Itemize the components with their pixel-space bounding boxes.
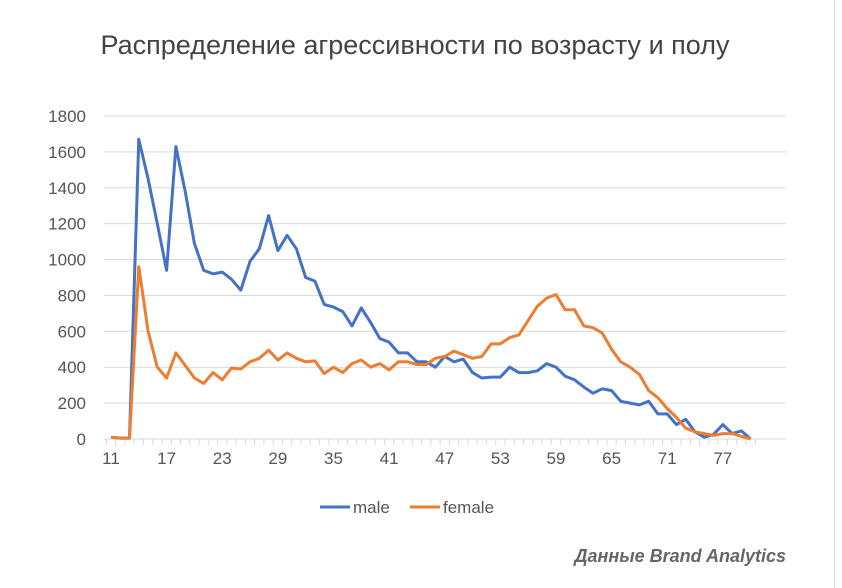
series-line-female [110, 265, 752, 441]
y-tick-label: 1600 [48, 143, 86, 162]
x-tick-label: 65 [602, 449, 621, 468]
x-tick-label: 41 [380, 449, 399, 468]
legend-label-male: male [353, 498, 390, 517]
x-tick-label: 47 [435, 449, 454, 468]
series-line-male [110, 137, 752, 441]
y-tick-label: 1800 [48, 107, 86, 126]
legend-label-female: female [443, 498, 494, 517]
x-tick-label: 17 [157, 449, 176, 468]
divider [834, 0, 835, 588]
y-tick-label: 0 [77, 430, 86, 449]
x-tick-label: 59 [546, 449, 565, 468]
source-note: Данные Brand Analytics [574, 546, 786, 566]
x-tick-label: 23 [213, 449, 232, 468]
x-tick-label: 29 [268, 449, 287, 468]
y-tick-label: 600 [58, 322, 86, 341]
x-tick-label: 71 [658, 449, 677, 468]
y-tick-label: 200 [58, 394, 86, 413]
y-tick-label: 800 [58, 286, 86, 305]
y-tick-label: 400 [58, 358, 86, 377]
y-tick-label: 1400 [48, 179, 86, 198]
x-tick-label: 77 [713, 449, 732, 468]
y-tick-label: 1000 [48, 251, 86, 270]
x-tick-label: 35 [324, 449, 343, 468]
x-tick-label: 53 [491, 449, 510, 468]
x-tick-label: 11 [102, 449, 120, 468]
y-tick-label: 1200 [48, 215, 86, 234]
chart-title: Распределение агрессивности по возрасту … [100, 30, 730, 60]
